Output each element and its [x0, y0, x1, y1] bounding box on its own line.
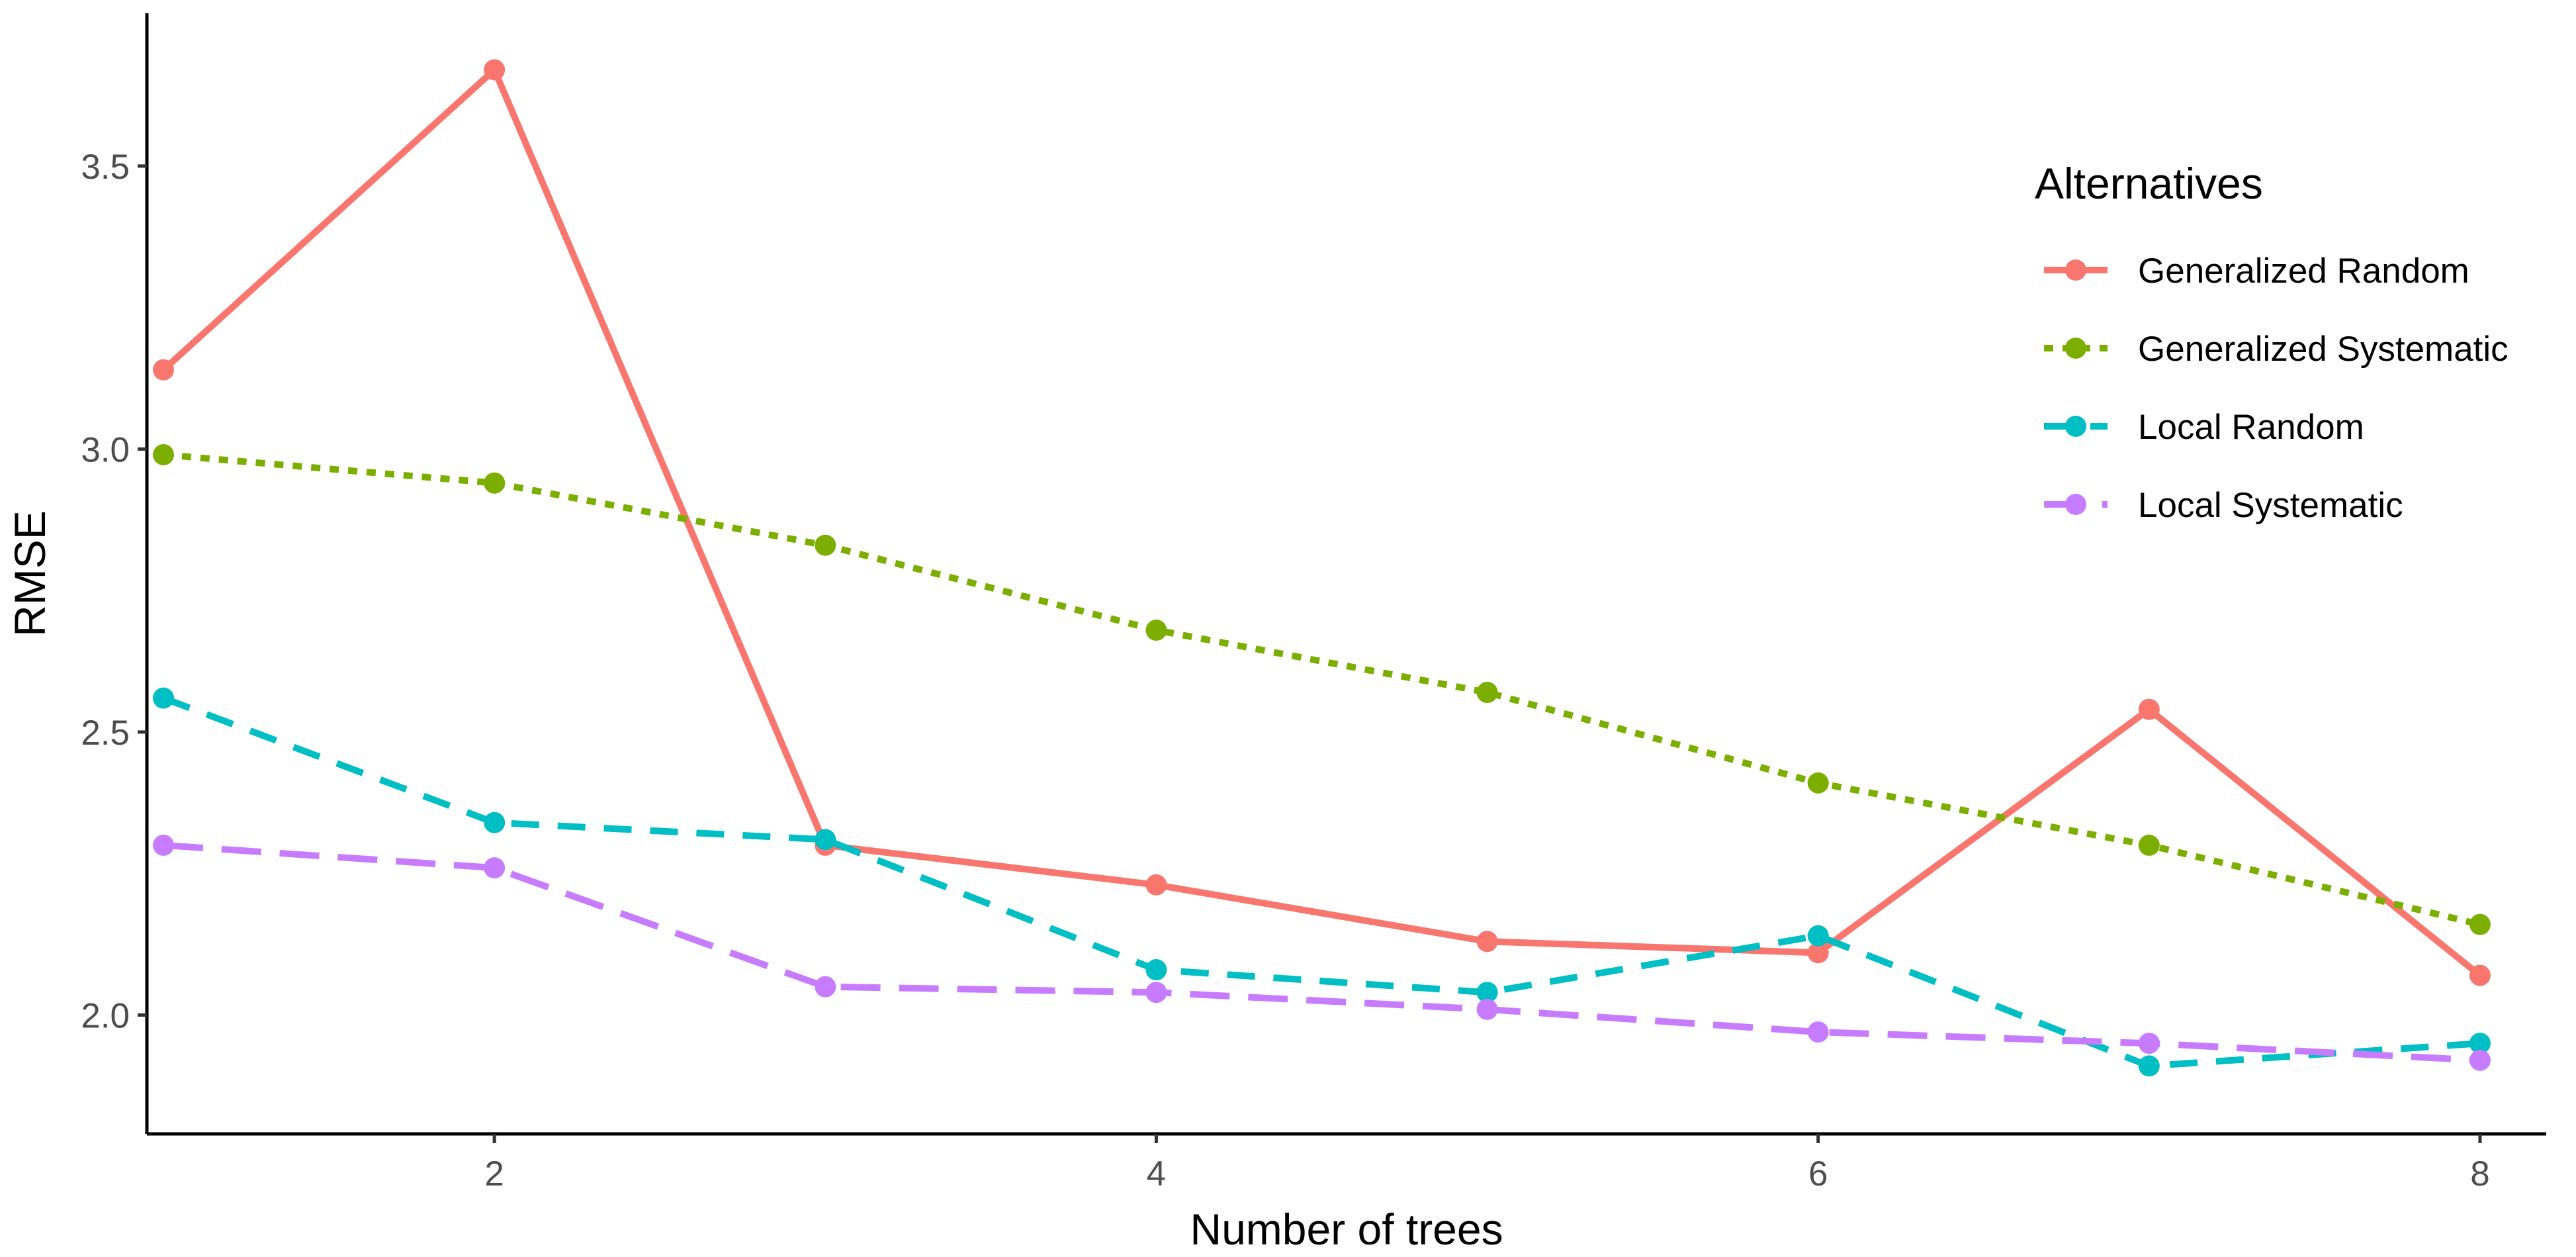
legend-label: Local Systematic — [2138, 486, 2403, 525]
x-tick-label: 8 — [2470, 1154, 2489, 1193]
x-tick-label: 6 — [1808, 1154, 1828, 1193]
data-point-local-systematic — [1145, 982, 1167, 1003]
y-tick-label: 2.0 — [81, 996, 130, 1035]
data-point-local-systematic — [1476, 998, 1498, 1020]
x-axis-ticks: 2 4 6 8 — [484, 1134, 2490, 1193]
x-axis-title: Number of trees — [1190, 1205, 1503, 1254]
y-tick-label: 2.5 — [81, 714, 130, 753]
data-point-generalized-random — [1807, 942, 1829, 964]
y-tick-label: 3.0 — [81, 430, 130, 469]
legend-items: Generalized Random Generalized Systematic… — [2044, 252, 2509, 525]
data-point-local-random — [2138, 1055, 2160, 1077]
y-axis-ticks: 2.0 2.5 3.0 3.5 — [81, 148, 147, 1035]
data-point-local-random — [153, 687, 175, 709]
data-point-local-systematic — [484, 857, 506, 879]
data-point-generalized-random — [2138, 698, 2160, 720]
data-point-generalized-random — [484, 59, 506, 81]
series-local-systematic — [153, 834, 2491, 1071]
data-point-local-random — [2469, 1033, 2491, 1054]
data-point-local-systematic — [2138, 1033, 2160, 1054]
series-line-local-random — [162, 694, 2481, 1070]
data-point-generalized-random — [1476, 931, 1498, 953]
data-point-generalized-systematic — [2469, 913, 2491, 935]
data-point-local-systematic — [2469, 1049, 2491, 1071]
axes — [145, 13, 2546, 1136]
data-point-local-random — [1145, 959, 1167, 981]
data-point-local-random — [1807, 925, 1829, 947]
data-point-generalized-systematic — [815, 534, 836, 556]
legend-item-local-systematic: Local Systematic — [2044, 486, 2403, 525]
data-point-generalized-systematic — [1807, 772, 1829, 794]
legend-label: Generalized Systematic — [2138, 330, 2509, 369]
series-line-generalized-systematic — [163, 451, 2481, 928]
legend-key-point — [2065, 259, 2086, 281]
series-layer — [153, 59, 2491, 1077]
data-point-local-random — [1476, 982, 1498, 1003]
x-tick-label: 4 — [1147, 1154, 1166, 1193]
series-line-generalized-random — [161, 64, 2483, 978]
data-point-generalized-random — [2469, 964, 2491, 986]
legend-item-generalized-systematic: Generalized Systematic — [2044, 330, 2509, 369]
legend: Alternatives Generalized RandomGeneraliz… — [2035, 159, 2509, 525]
legend-key-point — [2065, 494, 2086, 515]
series-local-random — [153, 687, 2491, 1077]
series-line-local-systematic — [163, 841, 2481, 1064]
data-point-local-systematic — [1807, 1021, 1829, 1043]
data-point-generalized-systematic — [2138, 834, 2160, 856]
legend-key-point — [2065, 416, 2086, 437]
data-point-local-random — [815, 829, 836, 851]
series-generalized-systematic — [153, 443, 2491, 935]
legend-label: Generalized Random — [2138, 252, 2469, 291]
y-axis-title: RMSE — [5, 510, 54, 637]
data-point-local-random — [484, 812, 506, 833]
series-generalized-random — [153, 59, 2491, 986]
legend-title: Alternatives — [2035, 159, 2263, 208]
legend-item-generalized-random: Generalized Random — [2044, 252, 2469, 291]
data-point-generalized-random — [153, 359, 175, 381]
data-point-generalized-systematic — [1476, 682, 1498, 704]
data-point-generalized-systematic — [484, 472, 506, 494]
data-point-local-systematic — [153, 834, 175, 856]
legend-label: Local Random — [2138, 408, 2364, 447]
legend-item-local-random: Local Random — [2044, 408, 2364, 447]
y-tick-label: 3.5 — [81, 148, 130, 187]
data-point-generalized-systematic — [1145, 620, 1167, 641]
data-point-generalized-random — [1145, 874, 1167, 896]
data-point-generalized-systematic — [153, 443, 175, 465]
x-tick-label: 2 — [484, 1154, 504, 1193]
legend-key-point — [2065, 338, 2086, 359]
data-point-local-systematic — [815, 976, 836, 998]
